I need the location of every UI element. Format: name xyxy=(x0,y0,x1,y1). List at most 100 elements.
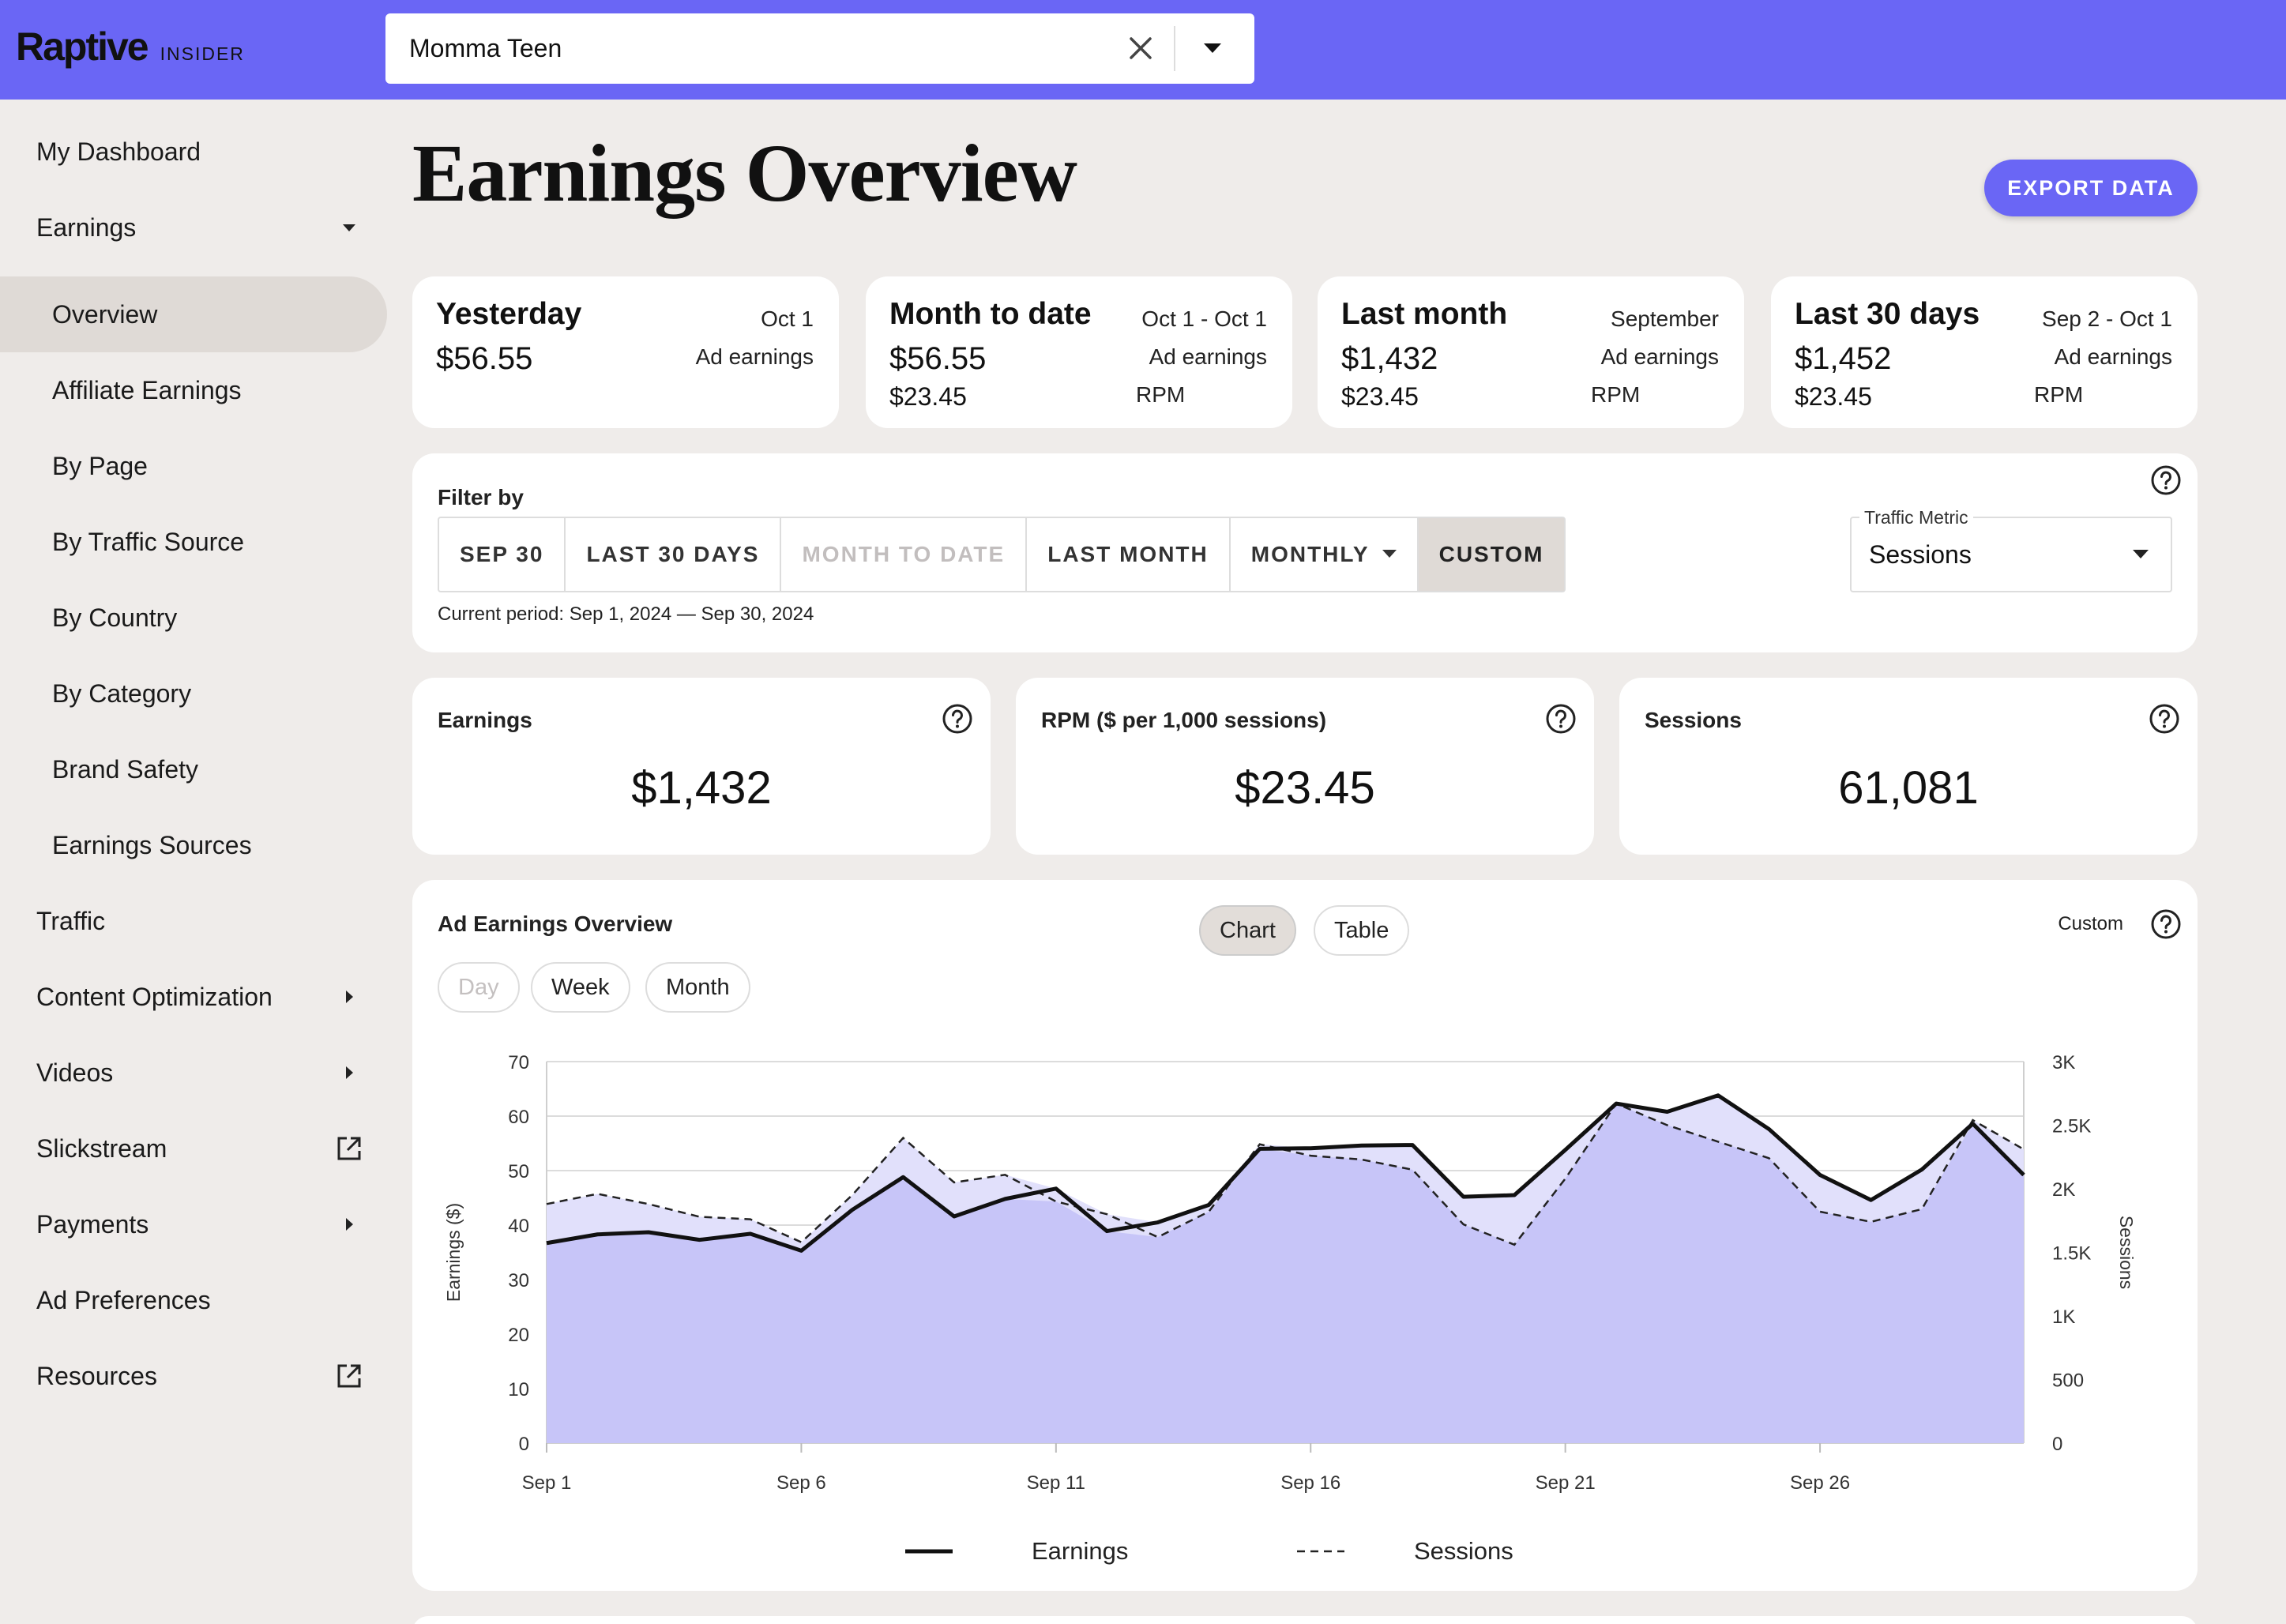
y-axis-title: Earnings ($) xyxy=(443,1203,464,1302)
filter-sep-30-button[interactable]: SEP 30 xyxy=(439,518,566,591)
summary-card-yesterday: Yesterday Oct 1 $56.55 Ad earnings xyxy=(412,276,839,428)
chevron-down-icon[interactable] xyxy=(1204,43,1221,53)
filter-last-30-days-button[interactable]: LAST 30 DAYS xyxy=(566,518,782,591)
filter-custom-button[interactable]: CUSTOM xyxy=(1418,518,1565,591)
sidebar-item-resources[interactable]: Resources xyxy=(0,1338,387,1414)
table-view-tab[interactable]: Table xyxy=(1314,905,1410,956)
sidebar-item-traffic[interactable]: Traffic xyxy=(0,883,387,959)
filter-monthly-dropdown[interactable]: MONTHLY xyxy=(1231,518,1419,591)
summary-earnings-value: $1,432 xyxy=(1341,341,1438,376)
y2-axis-title: Sessions xyxy=(2116,1216,2137,1289)
granularity-day-button[interactable]: Day xyxy=(438,962,520,1013)
area-fill xyxy=(547,1103,2024,1443)
x-tick-label: Sep 21 xyxy=(1536,1472,1596,1494)
top-bar: Raptive INSIDER Momma Teen xyxy=(0,0,2286,100)
filter-monthly-label: MONTHLY xyxy=(1250,542,1370,566)
summary-earnings-value: $56.55 xyxy=(436,341,533,376)
sidebar-item-label: Affiliate Earnings xyxy=(52,376,242,404)
granularity-month-button[interactable]: Month xyxy=(645,962,750,1013)
date-filter-group: SEP 30 LAST 30 DAYS MONTH TO DATE LAST M… xyxy=(438,517,1566,592)
filter-last-month-button[interactable]: LAST MONTH xyxy=(1027,518,1231,591)
stat-value: 61,081 xyxy=(1838,762,1979,814)
export-data-button[interactable]: EXPORT DATA xyxy=(1984,160,2198,216)
legend-earnings-label: Earnings xyxy=(1032,1537,1128,1565)
sidebar-item-ad-preferences[interactable]: Ad Preferences xyxy=(0,1262,387,1338)
summary-card-last-month: Last month September $1,432 Ad earnings … xyxy=(1318,276,1744,428)
sidebar-item-label: By Page xyxy=(52,452,148,480)
custom-range-label: Custom xyxy=(2058,913,2123,934)
granularity-week-button[interactable]: Week xyxy=(531,962,630,1013)
sidebar-item-overview[interactable]: Overview xyxy=(0,276,387,352)
sidebar-item-label: Earnings Sources xyxy=(52,831,252,859)
summary-period: Oct 1 - Oct 1 xyxy=(1141,306,1267,331)
y-tick-label: 60 xyxy=(508,1107,529,1128)
summary-rpm-value: $23.45 xyxy=(1795,382,1872,411)
logo-wordmark: Raptive xyxy=(16,24,149,69)
summary-title: Month to date xyxy=(889,297,1092,331)
sidebar-item-payments[interactable]: Payments xyxy=(0,1186,387,1262)
help-icon[interactable] xyxy=(2150,908,2182,940)
summary-rpm-label: RPM xyxy=(2034,382,2084,407)
summary-earnings-label: Ad earnings xyxy=(695,344,814,369)
y2-tick-label: 500 xyxy=(2052,1370,2084,1392)
sidebar-item-by-traffic-source[interactable]: By Traffic Source xyxy=(0,504,387,580)
filter-label: Filter by xyxy=(438,485,524,509)
site-selector[interactable]: Momma Teen xyxy=(385,13,1254,84)
sidebar-item-label: My Dashboard xyxy=(36,137,201,166)
summary-rpm-value: $23.45 xyxy=(1341,382,1419,411)
y-tick-label: 30 xyxy=(508,1270,529,1291)
sidebar-item-label: By Country xyxy=(52,603,178,632)
x-tick-label: Sep 6 xyxy=(776,1472,826,1494)
sidebar-item-by-country[interactable]: By Country xyxy=(0,580,387,656)
traffic-metric-label: Traffic Metric xyxy=(1859,507,1973,528)
sidebar-item-label: Traffic xyxy=(36,907,106,935)
y-tick-label: 0 xyxy=(519,1434,529,1455)
next-panel-edge xyxy=(412,1616,2198,1624)
summary-earnings-value: $56.55 xyxy=(889,341,987,376)
close-icon[interactable] xyxy=(1123,31,1158,66)
sidebar-item-label: Brand Safety xyxy=(52,755,198,784)
raptive-logo[interactable]: Raptive INSIDER xyxy=(16,24,245,70)
legend-sessions-label: Sessions xyxy=(1414,1537,1513,1565)
stat-title: Earnings xyxy=(438,708,532,732)
help-icon[interactable] xyxy=(2150,464,2182,496)
stat-card-rpm: RPM ($ per 1,000 sessions) $23.45 xyxy=(1016,678,1594,855)
ad-earnings-overview-panel: Ad Earnings Overview Chart Table Custom … xyxy=(412,880,2198,1591)
x-tick-label: Sep 1 xyxy=(522,1472,572,1494)
site-selector-value: Momma Teen xyxy=(409,34,562,62)
chevron-down-icon xyxy=(343,224,355,231)
summary-card-month-to-date: Month to date Oct 1 - Oct 1 $56.55 Ad ea… xyxy=(866,276,1292,428)
chevron-down-icon xyxy=(2133,550,2149,558)
y-tick-label: 40 xyxy=(508,1216,529,1237)
sidebar-item-by-page[interactable]: By Page xyxy=(0,428,387,504)
summary-rpm-label: RPM xyxy=(1591,382,1641,407)
stat-title: Sessions xyxy=(1645,708,1742,732)
current-period-text: Current period: Sep 1, 2024 — Sep 30, 20… xyxy=(438,603,814,625)
chart-view-tab[interactable]: Chart xyxy=(1199,905,1296,956)
y-tick-label: 20 xyxy=(508,1325,529,1346)
sidebar-item-earnings-sources[interactable]: Earnings Sources xyxy=(0,807,387,883)
summary-rpm-value: $23.45 xyxy=(889,382,967,411)
y2-tick-label: 0 xyxy=(2052,1434,2062,1455)
sidebar-item-label: Videos xyxy=(36,1058,114,1087)
summary-period: Oct 1 xyxy=(761,306,814,331)
sidebar-item-brand-safety[interactable]: Brand Safety xyxy=(0,731,387,807)
sidebar-item-slickstream[interactable]: Slickstream xyxy=(0,1111,387,1186)
summary-rpm-label: RPM xyxy=(1136,382,1186,407)
y2-tick-label: 1.5K xyxy=(2052,1243,2091,1265)
filter-month-to-date-button[interactable]: MONTH TO DATE xyxy=(781,518,1028,591)
help-icon[interactable] xyxy=(942,703,973,735)
sidebar-item-earnings[interactable]: Earnings xyxy=(0,190,387,265)
sidebar-item-videos[interactable]: Videos xyxy=(0,1035,387,1111)
sidebar-item-my-dashboard[interactable]: My Dashboard xyxy=(0,114,387,190)
help-icon[interactable] xyxy=(1545,703,1577,735)
help-icon[interactable] xyxy=(2149,703,2180,735)
traffic-metric-select[interactable]: Traffic Metric Sessions xyxy=(1850,507,2172,592)
stat-title: RPM ($ per 1,000 sessions) xyxy=(1041,708,1327,732)
sidebar-item-by-category[interactable]: By Category xyxy=(0,656,387,731)
summary-period: September xyxy=(1611,306,1719,331)
sidebar-item-affiliate-earnings[interactable]: Affiliate Earnings xyxy=(0,352,387,428)
sidebar-item-content-optimization[interactable]: Content Optimization xyxy=(0,959,387,1035)
external-link-icon xyxy=(337,1364,361,1388)
y-tick-label: 10 xyxy=(508,1379,529,1400)
